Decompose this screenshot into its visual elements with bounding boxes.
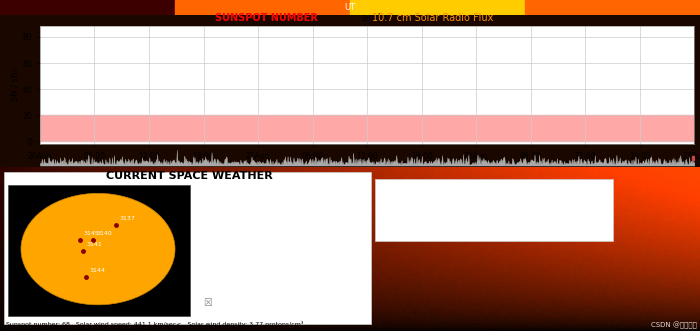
FancyBboxPatch shape: [4, 172, 371, 324]
Text: CSDN @十八与尘: CSDN @十八与尘: [650, 322, 696, 329]
Text: UT: UT: [362, 159, 372, 168]
Bar: [0, 0, 175, 15]
Ellipse shape: [21, 193, 175, 305]
Text: 3140: 3140: [97, 231, 113, 236]
Text: 10.7 cm Solar Radio Flux: 10.7 cm Solar Radio Flux: [372, 13, 493, 23]
Text: 3145: 3145: [83, 231, 99, 236]
Text: ☒: ☒: [203, 299, 211, 308]
Bar: [525, 0, 700, 15]
Text: 3144: 3144: [89, 268, 105, 273]
FancyBboxPatch shape: [374, 179, 612, 241]
Text: Sunspot number: 68   Solar wind speed: 441.1 km/sec<   Solar wind density: 3.77 : Sunspot number: 68 Solar wind speed: 441…: [6, 321, 303, 327]
Y-axis label: SN / sfu: SN / sfu: [10, 69, 20, 102]
Bar: [40, 115, 694, 141]
Text: 3141: 3141: [86, 242, 102, 247]
Bar: [350, 0, 525, 15]
Text: SUNSPOT NUMBER: SUNSPOT NUMBER: [216, 13, 318, 23]
Text: CURRENT SPACE WEATHER: CURRENT SPACE WEATHER: [106, 171, 272, 181]
Text: UT: UT: [344, 3, 356, 12]
Bar: [175, 0, 350, 15]
Text: and: and: [358, 13, 384, 23]
Text: 3137: 3137: [120, 216, 136, 221]
FancyBboxPatch shape: [8, 185, 190, 316]
